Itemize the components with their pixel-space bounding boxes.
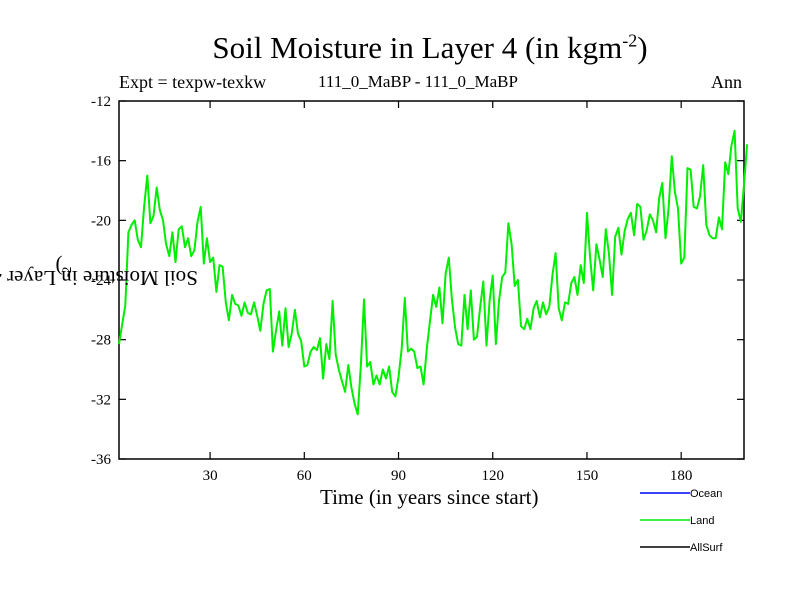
- legend-label-ocean: Ocean: [690, 488, 722, 500]
- x-tick-label: 60: [297, 468, 312, 484]
- y-axis-label-main: Soil Moisture in Layer 4 (in kgm: [0, 265, 198, 290]
- plot-frame: [118, 100, 745, 460]
- legend-label-land: Land: [690, 515, 714, 527]
- y-tick-label: -32: [91, 392, 111, 408]
- y-axis-label-close: ): [55, 255, 63, 280]
- experiment-label: Expt = texpw-texkw: [119, 72, 267, 92]
- series-layer: [118, 129, 749, 416]
- y-tick-label: -16: [91, 154, 111, 170]
- chart-title: Soil Moisture in Layer 4 (in kgm-2): [0, 30, 800, 66]
- x-tick-label: 150: [576, 468, 599, 484]
- period-label: 111_0_MaBP - 111_0_MaBP: [318, 72, 518, 91]
- x-axis-label: Time (in years since start): [320, 485, 539, 509]
- x-tick-label: 120: [481, 468, 504, 484]
- x-tick-label: 90: [391, 468, 406, 484]
- legend-label-allsurf: AllSurf: [690, 542, 723, 554]
- y-axis-label-text: Soil Moisture in Layer 4 (in kgm-2): [0, 255, 198, 290]
- chart-title-text: Soil Moisture in Layer 4 (in kgm: [212, 30, 623, 65]
- x-tick-label: 180: [670, 468, 693, 484]
- season-label: Ann: [711, 72, 742, 92]
- y-tick-label: -20: [91, 213, 111, 229]
- y-tick-label: -28: [91, 333, 111, 349]
- chart-title-exponent: -2: [622, 30, 638, 51]
- y-tick-label: -24: [91, 273, 111, 289]
- axes-layer: -36 -32 -28 -24 -20 -16 -12 30 60 90 120 150 180: [91, 94, 744, 484]
- x-tick-label: 30: [203, 468, 218, 484]
- legend: Ocean Land AllSurf: [640, 488, 723, 554]
- series-line-land: [118, 129, 749, 416]
- y-tick-label: -12: [91, 94, 111, 110]
- chart-title-close: ): [637, 30, 648, 65]
- y-tick-label: -36: [91, 452, 111, 468]
